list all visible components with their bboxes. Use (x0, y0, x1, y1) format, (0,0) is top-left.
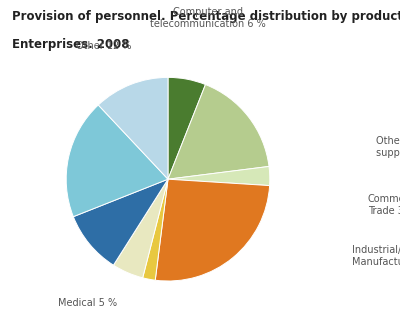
Text: Computer and
telecommunication 6 %: Computer and telecommunication 6 % (150, 7, 266, 29)
Wedge shape (155, 179, 270, 281)
Wedge shape (114, 179, 168, 278)
Wedge shape (168, 166, 270, 186)
Wedge shape (66, 105, 168, 217)
Wedge shape (98, 77, 168, 179)
Text: Other 12 %: Other 12 % (76, 41, 132, 51)
Wedge shape (143, 179, 168, 280)
Text: Commercial/
Trade 3 %: Commercial/ Trade 3 % (368, 194, 400, 216)
Wedge shape (73, 179, 168, 265)
Text: Provision of personnel. Percentage distribution by products.: Provision of personnel. Percentage distr… (12, 10, 400, 23)
Text: Other office
support personnel 17 %: Other office support personnel 17 % (376, 136, 400, 158)
Wedge shape (168, 77, 206, 179)
Text: Industrial/
Manufacturing 26 %: Industrial/ Manufacturing 26 % (352, 245, 400, 267)
Wedge shape (168, 84, 269, 179)
Text: Enterprises. 2008: Enterprises. 2008 (12, 38, 130, 52)
Text: Medical 5 %: Medical 5 % (58, 298, 118, 308)
